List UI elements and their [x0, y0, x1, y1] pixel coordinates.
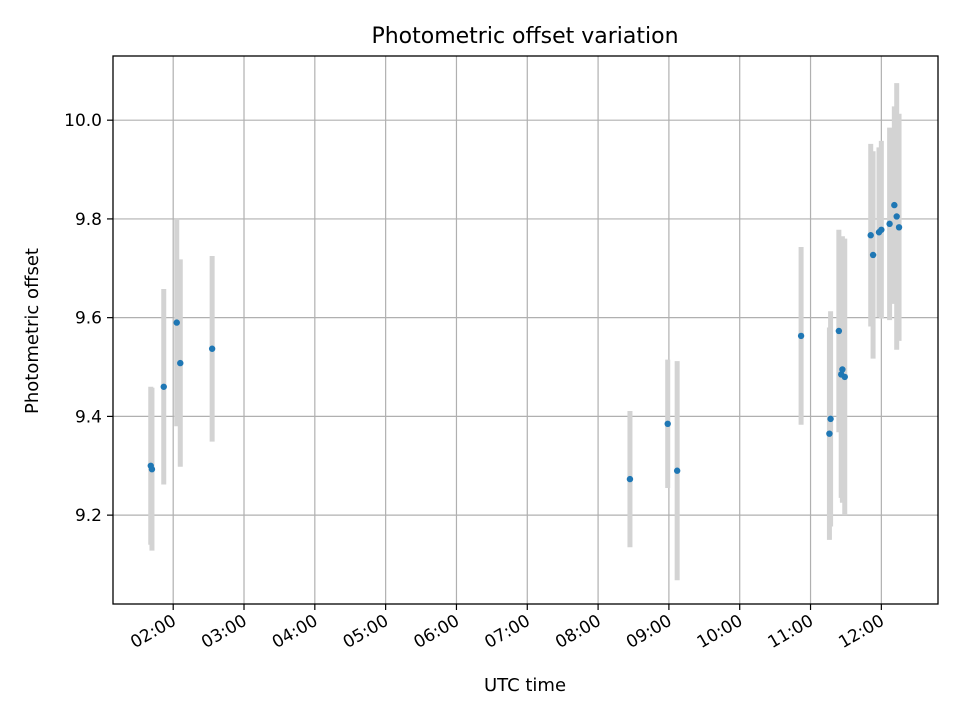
data-point [869, 251, 877, 259]
y-axis-label: Photometric offset [22, 248, 43, 414]
chart-title: Photometric offset variation [371, 24, 678, 49]
y-tick-label: 9.4 [75, 407, 102, 427]
x-axis-label: UTC time [484, 675, 566, 696]
data-point [895, 224, 903, 231]
data-point [891, 201, 898, 209]
x-tick-label: 04:00 [269, 611, 321, 653]
data-point [208, 345, 216, 352]
x-tick-label: 05:00 [340, 611, 392, 653]
data-point [626, 475, 634, 483]
x-tick-label: 11:00 [765, 611, 817, 653]
data-point [673, 467, 681, 474]
data-point [173, 319, 180, 326]
y-tick-label: 10.0 [64, 111, 102, 131]
plot-frame [112, 55, 939, 605]
x-axis-ticks: 02:00 03:00 04:00 05:00 06:00 07:00 08:00 09:00… [127, 604, 888, 653]
error-bars [148, 83, 902, 581]
y-tick-label: 9.8 [75, 210, 102, 230]
x-tick-label: 12:00 [835, 611, 887, 653]
y-tick-label: 9.6 [75, 309, 102, 329]
data-point [878, 226, 885, 233]
data-point [835, 327, 843, 335]
data-point [893, 213, 900, 220]
data-point [664, 420, 671, 428]
x-tick-label: 02:00 [127, 611, 179, 653]
y-tick-label: 9.2 [75, 506, 102, 526]
x-tick-label: 03:00 [198, 611, 250, 653]
data-point [177, 359, 184, 367]
data-point [160, 383, 167, 390]
data-point [827, 415, 834, 423]
y-axis-ticks: 9.2 9.4 9.6 9.8 10.0 [64, 111, 113, 526]
x-tick-label: 10:00 [694, 611, 746, 653]
grid-lines [113, 56, 938, 604]
x-tick-label: 09:00 [623, 611, 675, 653]
data-point [148, 466, 156, 473]
x-tick-label: 08:00 [552, 611, 604, 653]
x-tick-label: 07:00 [481, 611, 533, 653]
data-point [839, 366, 846, 373]
data-point [826, 430, 833, 437]
data-point [841, 373, 848, 381]
data-point [867, 232, 874, 239]
data-point [886, 220, 893, 228]
data-points [147, 201, 903, 483]
data-point [797, 332, 805, 340]
x-tick-label: 06:00 [411, 611, 463, 653]
